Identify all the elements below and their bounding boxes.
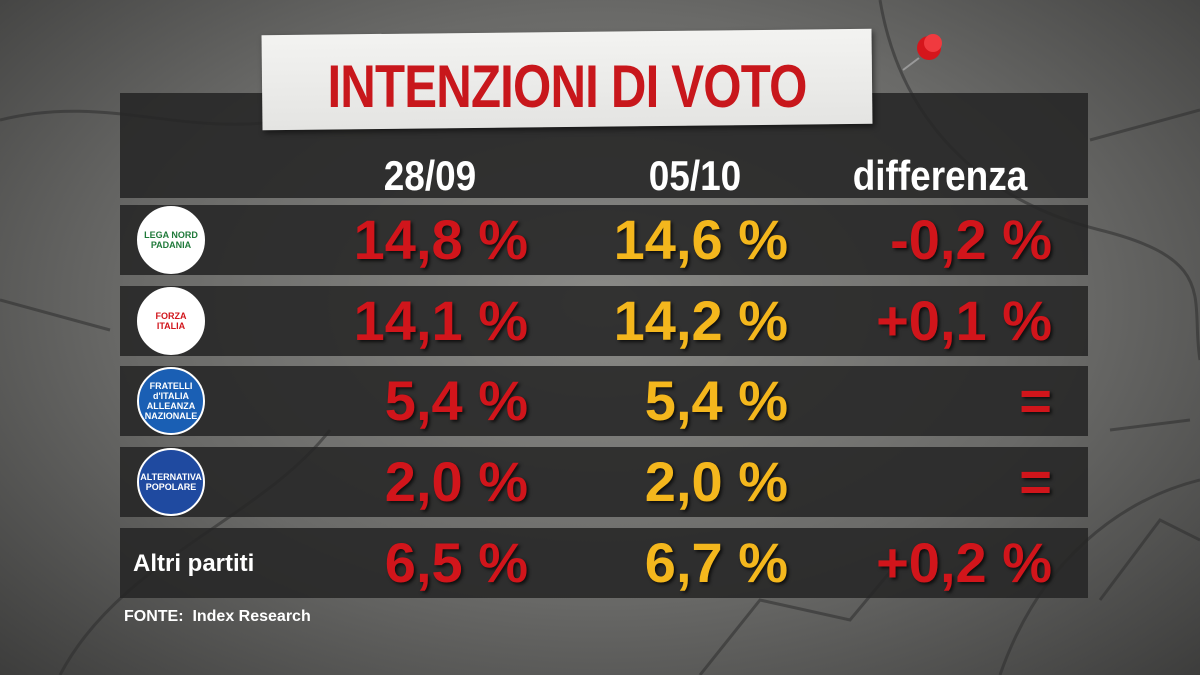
- party-logo: LEGA NORD PADANIA: [137, 206, 205, 274]
- source: FONTE: Index Research: [124, 608, 311, 626]
- value-cell: 2,0 %: [384, 450, 528, 513]
- logo-text: POPOLARE: [145, 482, 197, 492]
- value-cell: 14,2 %: [613, 289, 788, 352]
- logo-text: LEGA NORD: [144, 230, 198, 240]
- row-band: [120, 528, 1088, 598]
- party-logo: ALTERNATIVA POPOLARE: [137, 448, 205, 516]
- value-cell: 5,4 %: [384, 369, 528, 432]
- value-cell: =: [1019, 450, 1052, 513]
- pin-icon: [902, 34, 942, 71]
- row-label: Altri partiti: [133, 550, 255, 577]
- column-header: 05/10: [648, 152, 742, 199]
- logo-text: ALTERNATIVA: [140, 472, 202, 482]
- title: INTENZIONI DI VOTO: [327, 53, 807, 120]
- value-cell: 14,8 %: [353, 208, 528, 271]
- party-logo: FRATELLI d'ITALIA ALLEANZA NAZIONALE: [137, 367, 205, 435]
- column-header: differenza: [852, 152, 1028, 199]
- value-cell: 6,7 %: [644, 531, 788, 594]
- value-cell: 5,4 %: [644, 369, 788, 432]
- row-band: [120, 286, 1088, 356]
- value-cell: 14,1 %: [353, 289, 528, 352]
- logo-text: ITALIA: [156, 321, 186, 331]
- logo-text: ALLEANZA NAZIONALE: [144, 401, 198, 421]
- value-cell: 14,6 %: [613, 208, 788, 271]
- value-cell: =: [1019, 369, 1052, 432]
- value-cell: 6,5 %: [384, 531, 528, 594]
- party-logo: FORZA ITALIA: [137, 287, 205, 355]
- row-band: [120, 366, 1088, 436]
- logo-text: FRATELLI: [149, 381, 193, 391]
- row-band: [120, 205, 1088, 275]
- source-label: FONTE:: [124, 608, 184, 625]
- row-band: [120, 447, 1088, 517]
- column-header: 28/09: [383, 152, 477, 199]
- logo-text: PADANIA: [150, 240, 192, 250]
- value-cell: -0,2 %: [890, 208, 1052, 271]
- logo-text: FORZA: [155, 311, 187, 321]
- value-cell: +0,1 %: [876, 289, 1052, 352]
- source-name: Index Research: [192, 608, 311, 625]
- value-cell: 2,0 %: [644, 450, 788, 513]
- logo-text: d'ITALIA: [153, 391, 189, 401]
- value-cell: +0,2 %: [876, 531, 1052, 594]
